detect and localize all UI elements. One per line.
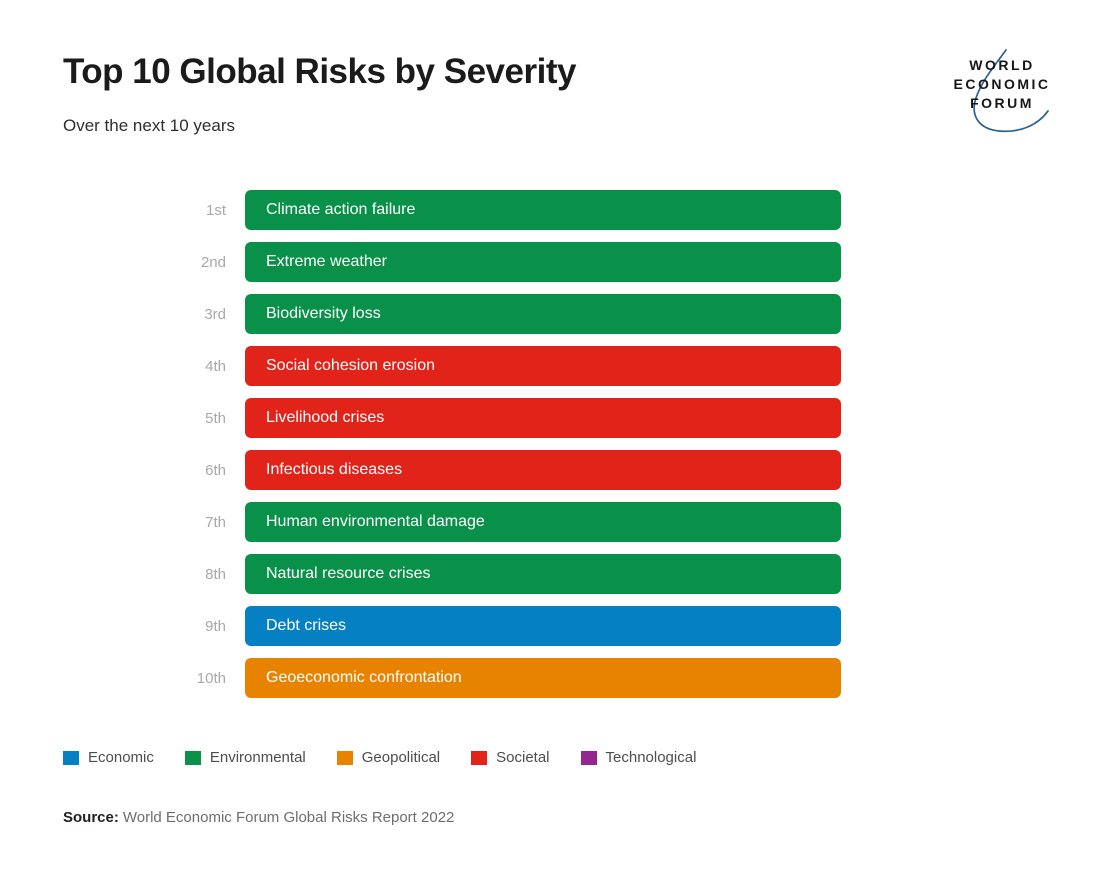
risk-bar: Infectious diseases	[245, 450, 841, 490]
legend-item: Economic	[63, 749, 154, 766]
chart-row: 6th Infectious diseases	[0, 450, 860, 490]
risk-bar: Debt crises	[245, 606, 841, 646]
source-note: Source: World Economic Forum Global Risks…	[63, 809, 454, 826]
legend-item: Societal	[471, 749, 550, 766]
wef-logo-text: WORLD ECONOMIC FORUM	[942, 56, 1062, 113]
bar-label: Extreme weather	[266, 253, 387, 270]
bar-chart: 1st Climate action failure 2nd Extreme w…	[0, 190, 860, 710]
legend-label: Societal	[496, 749, 550, 766]
wef-logo-line-2: ECONOMIC	[953, 76, 1051, 92]
chart-row: 2nd Extreme weather	[0, 242, 860, 282]
legend-item: Technological	[580, 749, 697, 766]
rank-label: 10th	[196, 669, 226, 687]
legend-swatch-icon	[580, 750, 597, 765]
wef-logo-line-1: WORLD	[969, 57, 1035, 73]
source-text: World Economic Forum Global Risks Report…	[122, 809, 455, 826]
chart-row: 4th Social cohesion erosion	[0, 346, 860, 386]
legend-swatch-icon	[63, 750, 79, 765]
risk-bar: Climate action failure	[245, 190, 841, 230]
rank-label: 8th	[205, 565, 226, 583]
bar-label: Human environmental damage	[266, 513, 485, 530]
legend-label: Geopolitical	[361, 749, 441, 766]
chart-row: 10th Geoeconomic confrontation	[0, 658, 860, 698]
legend-swatch-icon	[471, 750, 488, 765]
legend-item: Environmental	[184, 749, 306, 766]
chart-row: 9th Debt crises	[0, 606, 860, 646]
rank-label: 5th	[205, 409, 226, 427]
bar-label: Climate action failure	[266, 201, 416, 218]
chart-row: 7th Human environmental damage	[0, 502, 860, 542]
bar-label: Natural resource crises	[266, 565, 431, 582]
risk-bar: Extreme weather	[245, 242, 841, 282]
bar-label: Debt crises	[266, 617, 347, 634]
rank-label: 7th	[205, 513, 226, 531]
chart-row: 1st Climate action failure	[0, 190, 860, 230]
source-label: Source:	[63, 809, 119, 826]
rank-label: 9th	[205, 617, 226, 635]
page-title: Top 10 Global Risks by Severity	[63, 52, 576, 91]
bar-label: Infectious diseases	[266, 461, 403, 478]
wef-logo: WORLD ECONOMIC FORUM	[942, 48, 1062, 144]
chart-legend: Economic Environmental Geopolitical Soci…	[63, 749, 696, 766]
legend-swatch-icon	[184, 750, 201, 765]
risk-bar: Human environmental damage	[245, 502, 841, 542]
bar-label: Geoeconomic confrontation	[266, 669, 462, 686]
bar-label: Social cohesion erosion	[266, 357, 435, 374]
risk-bar: Social cohesion erosion	[245, 346, 841, 386]
legend-label: Environmental	[209, 749, 306, 766]
rank-label: 4th	[205, 357, 226, 375]
chart-row: 8th Natural resource crises	[0, 554, 860, 594]
rank-label: 6th	[205, 461, 226, 479]
risk-bar: Livelihood crises	[245, 398, 841, 438]
risk-bar: Natural resource crises	[245, 554, 841, 594]
wef-swoosh-icon	[973, 49, 1049, 133]
wef-logo-line-3: FORUM	[970, 95, 1034, 111]
bar-label: Livelihood crises	[266, 409, 385, 426]
chart-row: 5th Livelihood crises	[0, 398, 860, 438]
legend-swatch-icon	[336, 750, 353, 765]
bar-label: Biodiversity loss	[266, 305, 381, 322]
legend-label: Technological	[605, 749, 697, 766]
rank-label: 2nd	[200, 253, 226, 271]
chart-row: 3rd Biodiversity loss	[0, 294, 860, 334]
risk-bar: Geoeconomic confrontation	[245, 658, 841, 698]
risk-bar: Biodiversity loss	[245, 294, 841, 334]
page-subtitle: Over the next 10 years	[63, 116, 235, 135]
rank-label: 1st	[205, 201, 226, 219]
legend-item: Geopolitical	[336, 749, 441, 766]
legend-label: Economic	[88, 749, 154, 766]
rank-label: 3rd	[204, 305, 226, 323]
